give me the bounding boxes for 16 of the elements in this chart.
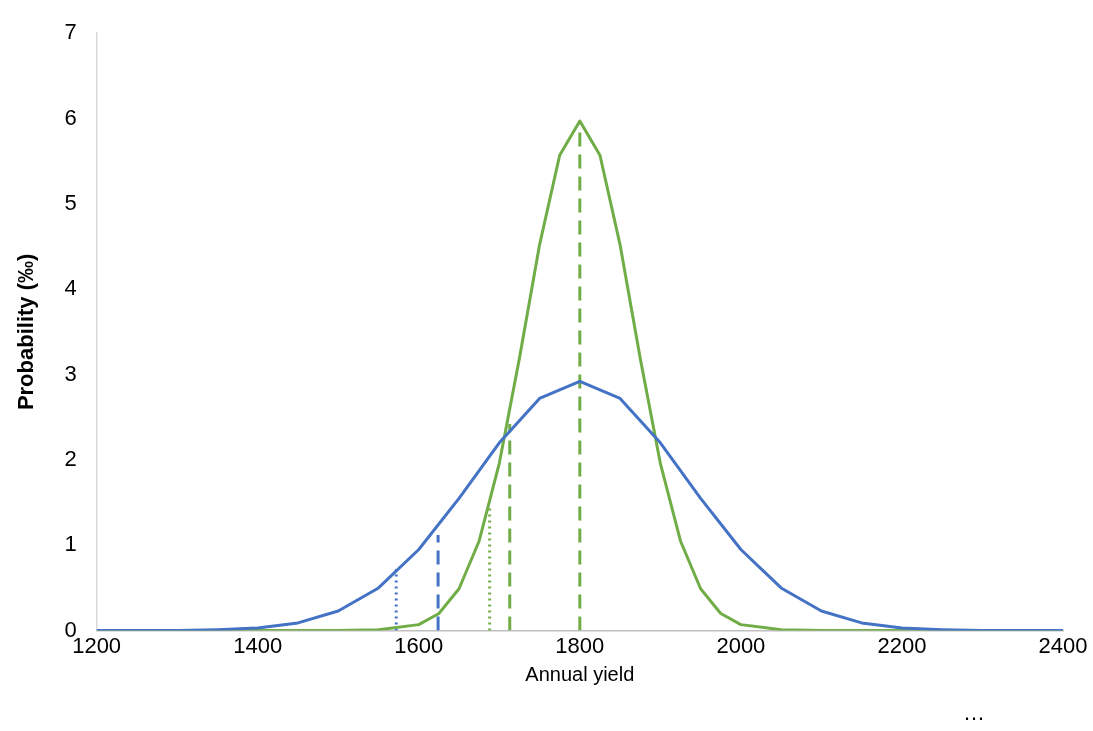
- y-tick-label: 3: [64, 360, 77, 386]
- y-tick-label: 5: [64, 189, 77, 215]
- x-tick-label: 1600: [394, 632, 444, 658]
- x-tick-label: 2400: [1038, 632, 1088, 658]
- y-tick-label: 7: [64, 19, 77, 45]
- y-tick-label: 2: [64, 445, 77, 471]
- y-tick-label: 6: [64, 104, 77, 130]
- x-tick-label: 1800: [555, 632, 605, 658]
- x-tick-label: 2200: [877, 632, 927, 658]
- y-tick-label: 1: [64, 531, 77, 557]
- x-tick-label: 2000: [716, 632, 766, 658]
- y-axis-title: Probability (‰): [13, 253, 39, 411]
- x-tick-label: 1400: [233, 632, 283, 658]
- x-axis-title: Annual yield: [525, 662, 635, 685]
- y-tick-label: 4: [64, 275, 77, 301]
- text: …: [963, 700, 985, 726]
